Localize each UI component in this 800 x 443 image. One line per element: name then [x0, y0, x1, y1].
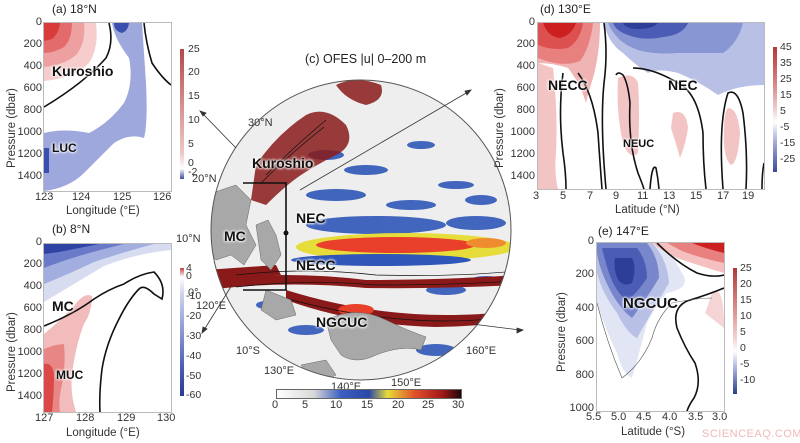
- panel-a-contours: [44, 23, 171, 191]
- panel-e-colorbar: [733, 268, 737, 394]
- panel-c-title: (c) OFES |u| 0–200 m: [305, 52, 427, 66]
- panel-b-plot: MC MUC: [43, 243, 172, 413]
- label-luc: LUC: [52, 141, 77, 155]
- watermark: SCIENCEAQ.COM: [702, 428, 800, 440]
- panel-e-xlabel: Latitude (°S): [621, 426, 686, 438]
- panel-e-plot: NGCUC: [596, 242, 725, 412]
- panel-b-xticks: 127 128 129 130: [35, 412, 176, 424]
- panel-a-xlabel: Longitude (°E): [66, 205, 140, 217]
- panel-d-title: (d) 130°E: [540, 2, 591, 16]
- panel-d-colorbar-ticks: 45 35 25 15 5 -5 -15 -25: [780, 41, 796, 165]
- lon-160e: 160°E: [466, 345, 497, 357]
- lat-10s: 10°S: [236, 345, 260, 357]
- lat-0: 0°: [188, 287, 199, 299]
- lat-10n: 10°N: [176, 233, 201, 245]
- label-nec-c: NEC: [296, 210, 326, 226]
- label-necc-d: NECC: [548, 77, 588, 93]
- label-kuroshio-c: Kuroshio: [252, 155, 314, 171]
- lat-20n: 20°N: [192, 173, 217, 185]
- panel-b-colorbar: [180, 268, 184, 396]
- panel-d-colorbar: [773, 47, 777, 172]
- lon-120e: 120°E: [196, 300, 227, 312]
- panel-c-speed-field: [210, 79, 512, 381]
- panel-b-title: (b) 8°N: [52, 222, 91, 236]
- panel-b-xlabel: Longitude (°E): [66, 427, 140, 439]
- panel-c-map: 30°N 20°N 10°N 0° 10°S 120°E 130°E 140°E…: [176, 75, 516, 393]
- label-necc-c: NECC: [296, 257, 336, 273]
- panel-e-yticks: 0 200 400 600 800 1000: [569, 235, 594, 414]
- panel-a-yticks: 0 200 400 600 800 1000 1200 1400: [17, 16, 42, 182]
- lon-150e: 150°E: [391, 377, 422, 389]
- panel-e-contours: [597, 243, 724, 411]
- panel-a-colorbar-ticks: 25 20 15 10 5 0 -2: [188, 43, 200, 178]
- label-kuroshio-a: Kuroshio: [52, 63, 114, 79]
- label-muc: MUC: [56, 368, 84, 382]
- panel-b-yticks: 0 200 400 600 800 1000 1200 1400: [17, 236, 42, 402]
- label-ngcuc-e: NGCUC: [623, 295, 678, 312]
- lat-30n: 30°N: [248, 117, 273, 129]
- label-mc-b: MC: [52, 298, 74, 314]
- label-mc-c: MC: [224, 228, 246, 244]
- panel-c-colorbar: [276, 389, 462, 399]
- label-nec-d: NEC: [668, 77, 698, 93]
- panel-e-xticks: 5.5 5.0 4.5 4.0 3.5 3.0: [586, 411, 728, 423]
- panel-b-contours: [44, 244, 171, 412]
- label-neuc: NEUC: [623, 138, 655, 150]
- label-ngcuc-c: NGCUC: [316, 314, 368, 330]
- panel-b-colorbar-ticks: 4 0 -10 -20 -30 -40 -50 -60: [186, 262, 202, 401]
- panel-a-plot: Kuroshio LUC: [43, 22, 172, 192]
- panel-d-xticks: 3 5 7 9 11 13 15 17 19: [533, 190, 755, 202]
- lon-130e: 130°E: [264, 365, 295, 377]
- panel-d-xlabel: Latitude (°N): [615, 204, 680, 216]
- panel-a-xticks: 123 124 125 126: [35, 191, 172, 203]
- panel-a-title: (a) 18°N: [52, 2, 97, 16]
- panel-d-contours: [538, 23, 764, 189]
- panel-c-colorbar-ticks: 0 5 10 15 20 25 30: [272, 399, 465, 411]
- panel-e-colorbar-ticks: 25 20 15 10 5 0 -5 -10: [740, 262, 756, 386]
- panel-d-plot: NECC NEC NEUC: [537, 22, 765, 190]
- panel-a-colorbar: [180, 49, 184, 179]
- panel-d-yticks: 0 200 400 600 800 1000 1200 1400: [510, 16, 535, 182]
- panel-e-title: (e) 147°E: [598, 224, 649, 238]
